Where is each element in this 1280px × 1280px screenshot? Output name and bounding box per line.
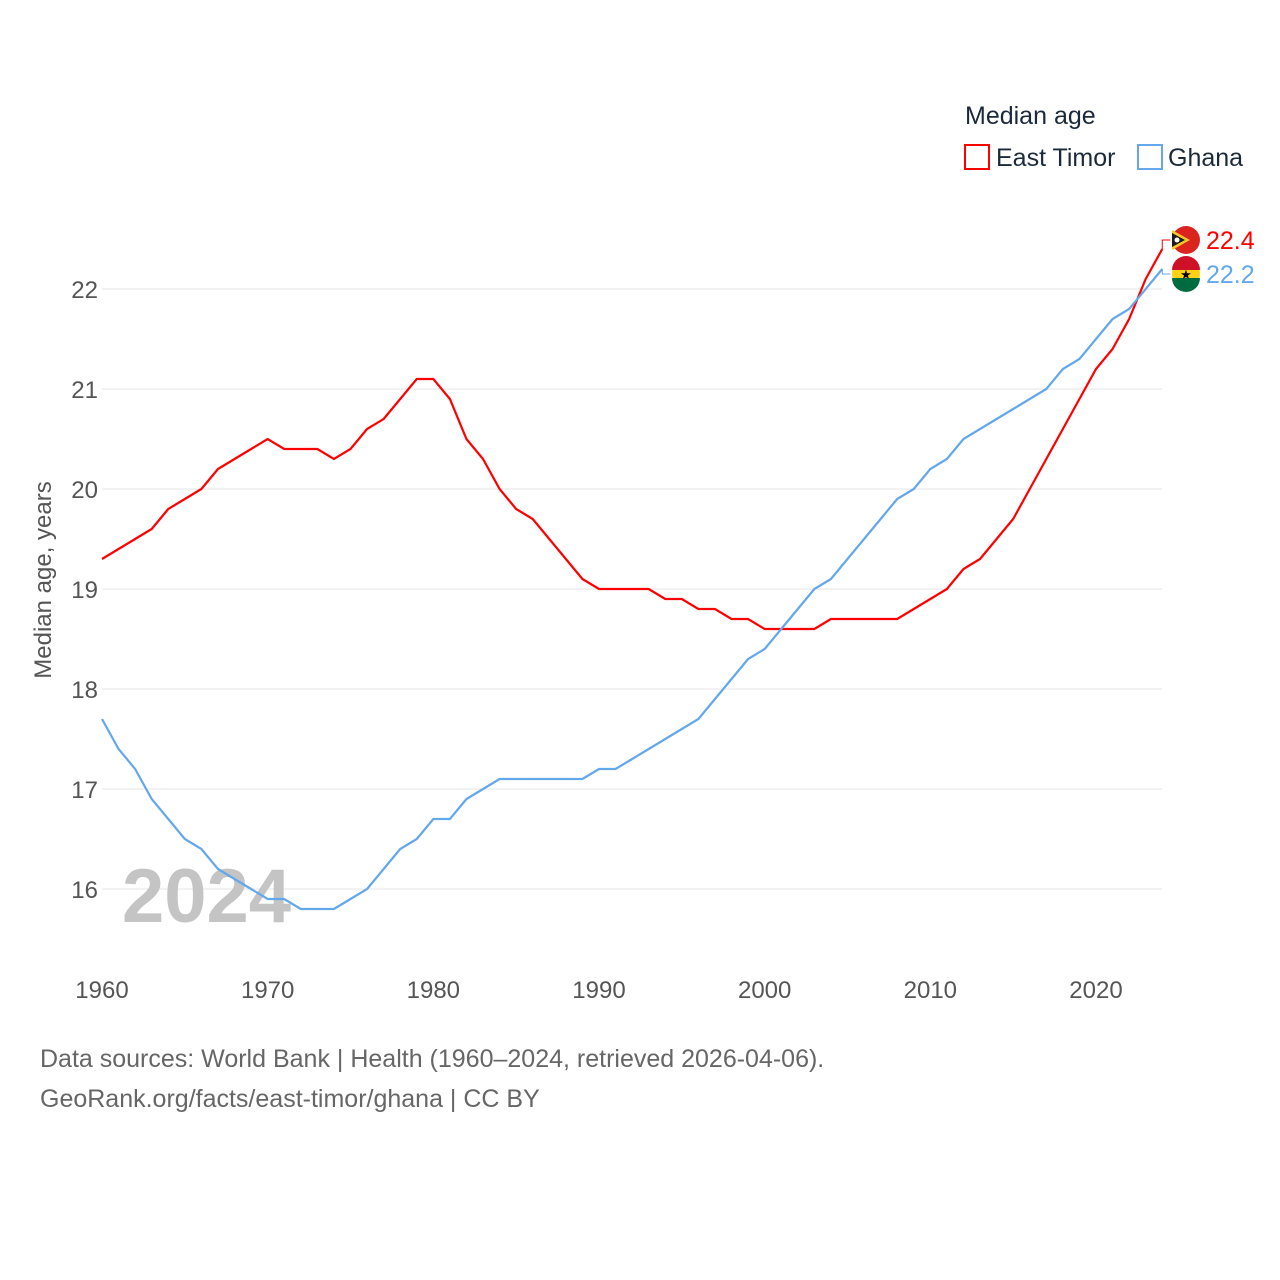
y-tick-label: 18 bbox=[71, 677, 98, 704]
legend-label: East Timor bbox=[996, 144, 1115, 172]
y-tick-label: 16 bbox=[71, 877, 98, 904]
data-sources: Data sources: World Bank | Health (1960–… bbox=[40, 1045, 825, 1073]
x-tick-label: 2020 bbox=[1069, 977, 1122, 1004]
credit-link[interactable]: GeoRank.org/facts/east-timor/ghana | CC … bbox=[40, 1085, 540, 1113]
legend-title: Median age bbox=[965, 102, 1096, 130]
series-line-ghana[interactable] bbox=[101, 268, 1164, 911]
ghana-flag-icon: ★ bbox=[1172, 256, 1200, 292]
legend-item-east-timor[interactable]: East Timor bbox=[964, 144, 1115, 172]
y-tick-label: 21 bbox=[71, 377, 98, 404]
y-tick-label: 22 bbox=[71, 277, 98, 304]
svg-text:★: ★ bbox=[1180, 267, 1192, 282]
x-tick-label: 2010 bbox=[904, 977, 957, 1004]
end-connector bbox=[1161, 239, 1171, 249]
y-tick-label: 20 bbox=[71, 477, 98, 504]
year-watermark: 2024 bbox=[122, 854, 291, 939]
end-value-label: 22.2 bbox=[1206, 261, 1255, 289]
legend-swatch bbox=[1137, 144, 1163, 170]
x-tick-label: 1970 bbox=[241, 977, 294, 1004]
end-value-label: 22.4 bbox=[1206, 227, 1255, 255]
end-connector bbox=[1161, 269, 1171, 275]
legend-label: Ghana bbox=[1168, 144, 1243, 172]
east-timor-flag-icon bbox=[1172, 226, 1200, 254]
y-tick-label: 17 bbox=[71, 777, 98, 804]
y-tick-label: 19 bbox=[71, 577, 98, 604]
y-axis-label: Median age, years bbox=[30, 481, 57, 678]
x-tick-label: 1980 bbox=[407, 977, 460, 1004]
x-tick-label: 1990 bbox=[572, 977, 625, 1004]
x-tick-label: 1960 bbox=[75, 977, 128, 1004]
series-line-east-timor[interactable] bbox=[101, 248, 1164, 631]
x-tick-label: 2000 bbox=[738, 977, 791, 1004]
legend-item-ghana[interactable]: Ghana bbox=[1137, 144, 1243, 172]
legend-swatch bbox=[964, 144, 990, 170]
